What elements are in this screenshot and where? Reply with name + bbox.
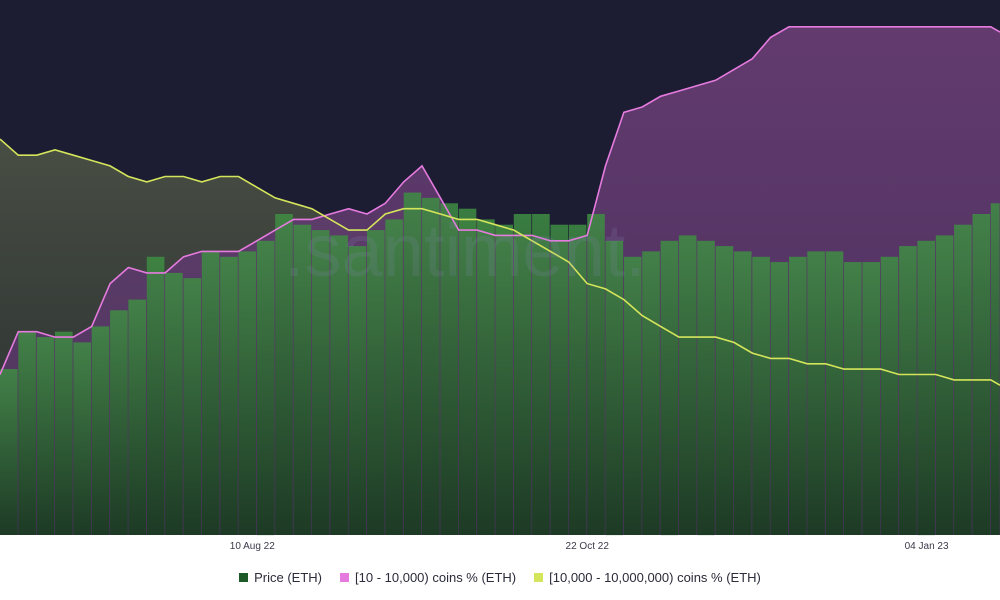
price-bar	[293, 224, 312, 535]
price-bar	[256, 240, 275, 536]
price-bar	[697, 240, 715, 536]
price-bar	[789, 256, 807, 535]
legend-label-price: Price (ETH)	[254, 569, 323, 585]
large-holders-swatch	[534, 572, 544, 582]
price-bar	[587, 214, 605, 535]
price-bar	[550, 224, 569, 535]
price-bar	[0, 369, 18, 535]
price-swatch	[239, 572, 249, 582]
small-holders-line-path	[0, 26, 1000, 375]
price-bar	[844, 262, 862, 535]
price-bar	[311, 230, 330, 535]
legend-label-small-holders: [10 - 10,000) coins % (ETH)	[355, 569, 517, 585]
price-bar	[513, 214, 532, 535]
large-holders-line	[0, 138, 1000, 386]
price-bar	[55, 331, 73, 535]
small-holders-swatch	[340, 572, 350, 582]
price-bar	[568, 224, 587, 535]
price-bar	[18, 331, 36, 535]
price-bar	[678, 235, 697, 535]
price-bar	[807, 251, 825, 535]
price-bar	[862, 262, 880, 535]
price-bar	[165, 272, 183, 535]
price-bar	[972, 214, 991, 535]
price-bars	[0, 192, 1000, 536]
watermark: .santiment.	[284, 209, 646, 292]
price-bar	[532, 214, 550, 535]
x-axis: 10 Aug 22 22 Oct 22 04 Jan 23	[230, 541, 949, 552]
legend-item-small-holders[interactable]: [10 - 10,000) coins % (ETH)	[340, 570, 516, 585]
price-bar	[238, 251, 257, 535]
small-holders-line	[0, 26, 1000, 375]
price-bar	[990, 203, 1000, 536]
price-bar	[880, 256, 899, 535]
price-bar	[422, 197, 440, 535]
price-bar	[660, 240, 679, 536]
legend-item-price[interactable]: Price (ETH)	[239, 570, 322, 585]
price-bar	[330, 235, 348, 535]
legend-label-large-holders: [10,000 - 10,000,000) coins % (ETH)	[549, 569, 761, 585]
large-holders-line-path	[0, 138, 1000, 386]
x-tick-label: 04 Jan 23	[905, 541, 949, 552]
price-bar	[110, 310, 128, 535]
price-bar	[935, 235, 954, 535]
price-bar	[201, 251, 220, 535]
price-bar	[623, 256, 642, 535]
axis-band	[0, 535, 1000, 600]
price-bar	[36, 337, 55, 535]
price-bar	[367, 230, 385, 535]
legend-item-large-holders[interactable]: [10,000 - 10,000,000) coins % (ETH)	[534, 570, 761, 585]
price-bar	[899, 246, 917, 535]
price-bar	[348, 246, 367, 535]
price-bar	[73, 342, 91, 535]
price-bar	[385, 219, 403, 535]
price-bar	[146, 256, 165, 535]
price-bar	[605, 240, 624, 536]
price-bar	[128, 299, 146, 535]
price-bar	[752, 256, 770, 535]
legend: Price (ETH) [10 - 10,000) coins % (ETH) …	[0, 566, 1000, 588]
price-bar	[917, 240, 935, 536]
price-bar	[733, 251, 752, 535]
price-bar	[770, 262, 789, 535]
price-bar	[183, 278, 202, 535]
x-tick-label: 10 Aug 22	[230, 541, 275, 552]
price-bar	[477, 219, 495, 535]
price-bar	[458, 208, 477, 535]
price-bar	[403, 192, 422, 535]
price-bar	[642, 251, 660, 535]
price-bar	[440, 203, 458, 536]
price-bar	[825, 251, 844, 535]
price-bar	[275, 214, 293, 535]
x-tick-label: 22 Oct 22	[566, 541, 610, 552]
price-bar	[495, 224, 513, 535]
price-bar	[91, 326, 110, 535]
price-bar	[220, 256, 238, 535]
price-bar	[715, 246, 734, 535]
